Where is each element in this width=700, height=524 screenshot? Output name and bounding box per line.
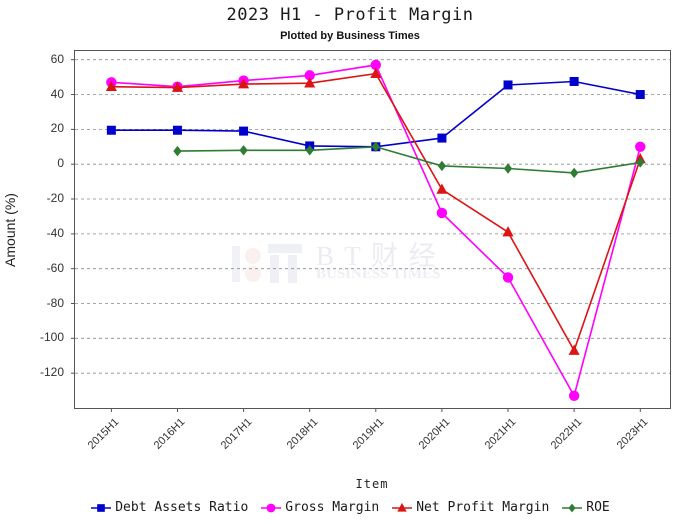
legend-marker-circle-icon bbox=[260, 502, 282, 514]
legend-item-debt-assets-ratio[interactable]: Debt Assets Ratio bbox=[90, 500, 248, 515]
data-point bbox=[370, 59, 382, 71]
series-line bbox=[111, 72, 642, 353]
legend-item-gross-margin[interactable]: Gross Margin bbox=[260, 500, 379, 515]
data-point bbox=[238, 78, 250, 89]
legend-marker-diamond-icon bbox=[561, 502, 583, 514]
series-gross-margin bbox=[106, 59, 646, 402]
data-point bbox=[503, 80, 513, 90]
data-point bbox=[636, 157, 645, 168]
y-tick-label: -100 bbox=[39, 330, 64, 345]
y-tick-label: -60 bbox=[46, 260, 64, 275]
data-point bbox=[569, 167, 579, 179]
y-tick-label: 60 bbox=[50, 51, 64, 66]
data-point bbox=[239, 126, 249, 136]
data-point bbox=[502, 226, 514, 237]
legend-marker-triangle-icon bbox=[391, 502, 413, 514]
data-point bbox=[371, 141, 380, 152]
y-tick-label: 40 bbox=[50, 86, 64, 101]
series-line bbox=[111, 64, 642, 398]
series-net-profit-margin bbox=[105, 67, 646, 355]
y-tick-label: -80 bbox=[46, 295, 64, 310]
data-point bbox=[304, 77, 316, 88]
data-point bbox=[635, 141, 646, 152]
series-layer bbox=[105, 59, 646, 402]
y-tick-label: -40 bbox=[46, 225, 64, 240]
data-point bbox=[239, 145, 248, 156]
data-point bbox=[436, 207, 448, 219]
chart-title: 2023 H1 - Profit Margin bbox=[226, 5, 474, 25]
data-point bbox=[635, 90, 645, 100]
chart-subtitle: Plotted by Business Times bbox=[280, 30, 420, 42]
plot-frame bbox=[74, 50, 671, 409]
y-tick-label: 20 bbox=[50, 121, 64, 136]
y-tick-label: -20 bbox=[46, 191, 64, 206]
series-roe bbox=[173, 141, 645, 179]
data-point bbox=[437, 133, 447, 143]
data-point bbox=[568, 390, 580, 402]
gridlines bbox=[71, 59, 670, 412]
data-point bbox=[171, 81, 183, 92]
series-debt-assets-ratio bbox=[106, 76, 645, 152]
series-line bbox=[177, 145, 641, 174]
data-point bbox=[502, 272, 514, 283]
legend-item-net-profit-margin[interactable]: Net Profit Margin bbox=[391, 500, 549, 515]
data-point bbox=[105, 80, 117, 92]
legend-label: Debt Assets Ratio bbox=[115, 500, 249, 515]
chart-legend: Debt Assets Ratio Gross Margin Net Profit … bbox=[0, 500, 700, 515]
y-tick-label: 0 bbox=[57, 156, 64, 171]
data-point bbox=[437, 160, 447, 172]
legend-item-roe[interactable]: ROE bbox=[561, 500, 610, 515]
y-tick-label: -120 bbox=[39, 365, 64, 380]
data-point bbox=[436, 183, 448, 194]
data-point bbox=[173, 145, 182, 157]
legend-marker-square-icon bbox=[90, 502, 112, 514]
data-point bbox=[106, 125, 116, 135]
data-point bbox=[503, 163, 513, 174]
x-axis-label: Item bbox=[355, 477, 389, 491]
data-point bbox=[569, 76, 579, 86]
data-point bbox=[370, 67, 382, 78]
legend-label: Net Profit Margin bbox=[416, 500, 550, 515]
legend-label: Gross Margin bbox=[285, 500, 380, 515]
data-point bbox=[172, 125, 182, 135]
data-point bbox=[304, 70, 315, 81]
series-line bbox=[111, 80, 641, 148]
data-point bbox=[305, 145, 314, 156]
data-point bbox=[568, 344, 580, 355]
legend-label: ROE bbox=[586, 500, 610, 515]
